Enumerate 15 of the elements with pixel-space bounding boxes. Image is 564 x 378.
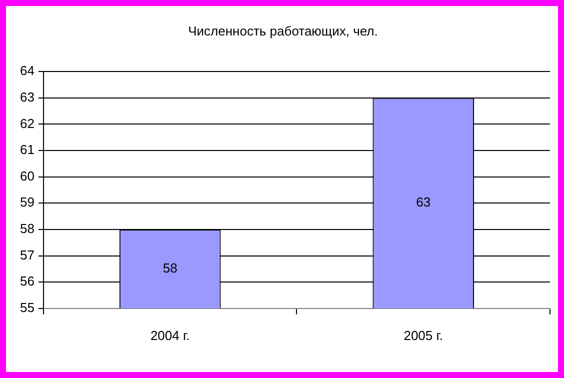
data-label: 58 — [162, 260, 178, 276]
x-tick-label: 2005 г. — [404, 328, 444, 343]
y-tick-label: 57 — [20, 247, 34, 262]
y-tick-label: 63 — [20, 89, 34, 104]
x-tick-label: 2004 г. — [150, 328, 190, 343]
y-tick-label: 55 — [20, 300, 34, 315]
chart-title: Численность работающих, чел. — [188, 23, 378, 38]
y-tick-label: 62 — [20, 116, 34, 131]
y-tick-label: 64 — [20, 63, 34, 78]
data-label: 63 — [416, 194, 431, 210]
y-tick-label: 60 — [20, 168, 34, 184]
y-tick-label: 56 — [20, 274, 34, 289]
y-tick-label: 58 — [20, 221, 34, 236]
y-tick-label: 61 — [20, 142, 34, 158]
y-tick-label: 59 — [20, 194, 34, 210]
